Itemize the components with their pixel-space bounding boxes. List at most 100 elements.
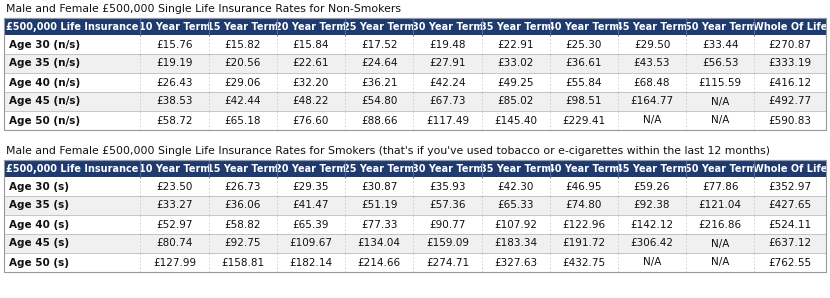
Text: 50 Year Term: 50 Year Term [685,21,756,32]
Text: Age 40 (s): Age 40 (s) [9,220,69,229]
Text: £274.71: £274.71 [426,257,469,268]
Text: £85.02: £85.02 [497,97,534,106]
Bar [4,35,826,54]
Text: £142.12: £142.12 [631,220,674,229]
Text: Male and Female £500,000 Single Life Insurance Rates for Smokers (that's if you': Male and Female £500,000 Single Life Ins… [6,146,770,156]
Text: £25.30: £25.30 [566,40,602,49]
Bar [4,73,826,92]
Text: N/A: N/A [643,116,662,125]
Text: £15.76: £15.76 [156,40,193,49]
Text: £17.52: £17.52 [361,40,398,49]
Bar [4,160,826,272]
Text: 15 Year Term: 15 Year Term [207,164,278,173]
Text: 50 Year Term: 50 Year Term [685,164,756,173]
Bar [4,160,826,177]
Text: £427.65: £427.65 [769,201,812,210]
Text: £216.86: £216.86 [699,220,742,229]
Text: £76.60: £76.60 [293,116,330,125]
Text: £36.21: £36.21 [361,77,398,88]
Text: 20 Year Term: 20 Year Term [276,21,347,32]
Text: £90.77: £90.77 [429,220,466,229]
Text: £26.43: £26.43 [156,77,193,88]
Text: £26.73: £26.73 [224,181,261,192]
Text: £65.39: £65.39 [293,220,330,229]
Text: £22.61: £22.61 [293,58,330,69]
Text: 35 Year Term: 35 Year Term [480,164,551,173]
Text: £65.18: £65.18 [224,116,261,125]
Text: £48.22: £48.22 [293,97,330,106]
Text: £98.51: £98.51 [565,97,602,106]
Text: £56.53: £56.53 [702,58,739,69]
Bar [4,92,826,111]
Text: 30 Year Term: 30 Year Term [412,164,483,173]
Text: N/A: N/A [711,238,730,249]
Text: £637.12: £637.12 [769,238,812,249]
Text: £109.67: £109.67 [290,238,333,249]
Text: 45 Year Term: 45 Year Term [617,21,688,32]
Text: £122.96: £122.96 [562,220,605,229]
Text: Age 30 (n/s): Age 30 (n/s) [9,40,81,49]
Bar [4,18,826,35]
Text: Age 35 (s): Age 35 (s) [9,201,69,210]
Text: £67.73: £67.73 [429,97,466,106]
Text: 25 Year Term: 25 Year Term [344,164,415,173]
Text: £43.53: £43.53 [634,58,671,69]
Bar [4,196,826,215]
Text: £183.34: £183.34 [494,238,537,249]
Text: 30 Year Term: 30 Year Term [412,21,483,32]
Text: £191.72: £191.72 [562,238,605,249]
Text: £23.50: £23.50 [156,181,193,192]
Text: £52.97: £52.97 [156,220,193,229]
Text: £57.36: £57.36 [429,201,466,210]
Text: £182.14: £182.14 [290,257,333,268]
Text: £229.41: £229.41 [562,116,605,125]
Text: £15.84: £15.84 [293,40,330,49]
Text: £46.95: £46.95 [565,181,602,192]
Text: £36.06: £36.06 [225,201,261,210]
Text: £80.74: £80.74 [156,238,193,249]
Text: £159.09: £159.09 [426,238,469,249]
Text: 45 Year Term: 45 Year Term [617,164,688,173]
Text: £42.30: £42.30 [497,181,534,192]
Text: £270.87: £270.87 [769,40,812,49]
Text: £92.75: £92.75 [224,238,261,249]
Text: £88.66: £88.66 [361,116,398,125]
Text: £29.50: £29.50 [634,40,671,49]
Text: £164.77: £164.77 [631,97,674,106]
Text: £127.99: £127.99 [153,257,196,268]
Text: £762.55: £762.55 [769,257,812,268]
Text: Whole Of Life: Whole Of Life [753,21,828,32]
Text: £36.61: £36.61 [565,58,602,69]
Text: £20.56: £20.56 [225,58,261,69]
Text: Age 40 (n/s): Age 40 (n/s) [9,77,81,88]
Text: £145.40: £145.40 [494,116,537,125]
Text: Whole Of Life: Whole Of Life [753,164,828,173]
Text: £68.48: £68.48 [634,77,671,88]
Text: Age 35 (n/s): Age 35 (n/s) [9,58,81,69]
Text: 10 Year Term: 10 Year Term [139,21,210,32]
Text: Age 50 (n/s): Age 50 (n/s) [9,116,81,125]
Text: £32.20: £32.20 [293,77,330,88]
Text: £22.91: £22.91 [497,40,534,49]
Text: 40 Year Term: 40 Year Term [548,164,619,173]
Text: £117.49: £117.49 [426,116,469,125]
Text: N/A: N/A [711,257,730,268]
Text: N/A: N/A [711,97,730,106]
Text: N/A: N/A [643,257,662,268]
Text: £352.97: £352.97 [769,181,812,192]
Text: £524.11: £524.11 [769,220,812,229]
Text: Age 30 (s): Age 30 (s) [9,181,69,192]
Text: £54.80: £54.80 [361,97,398,106]
Text: £33.44: £33.44 [702,40,739,49]
Text: £327.63: £327.63 [494,257,537,268]
Text: £58.72: £58.72 [156,116,193,125]
Text: £115.59: £115.59 [699,77,742,88]
Text: £30.87: £30.87 [361,181,398,192]
Text: Age 45 (s): Age 45 (s) [9,238,69,249]
Text: £432.75: £432.75 [562,257,605,268]
Text: Age 45 (n/s): Age 45 (n/s) [9,97,81,106]
Text: £333.19: £333.19 [769,58,812,69]
Text: £29.06: £29.06 [225,77,261,88]
Text: £35.93: £35.93 [429,181,466,192]
Text: £416.12: £416.12 [769,77,812,88]
